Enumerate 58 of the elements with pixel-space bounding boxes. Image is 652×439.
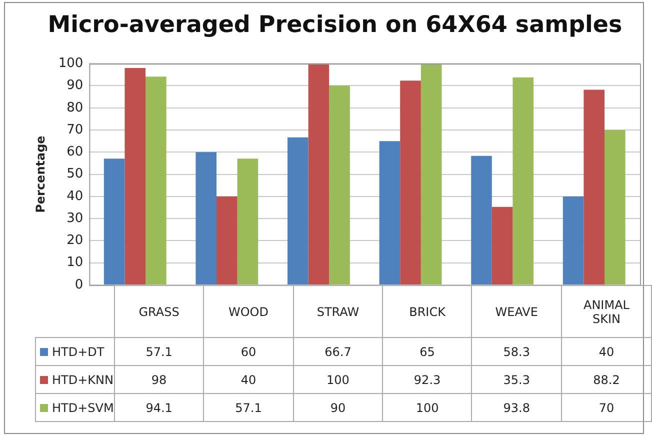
legend-label: HTD+DT [36,338,114,366]
bar [420,64,442,284]
data-label: 70 [561,394,652,422]
data-label: 92.3 [382,366,472,394]
y-tick-label: 40 [66,188,84,204]
bar [196,152,217,284]
y-axis-title: Percentage [33,136,48,213]
x-tick-label: ANIMAL SKIN [561,286,652,338]
data-label: 66.7 [293,338,383,366]
x-tick-label: WEAVE [472,286,562,338]
chart-title: Micro-averaged Precision on 64X64 samples [48,12,622,38]
legend-label: HTD+SVM [36,394,114,422]
y-tick-label: 20 [66,233,84,248]
x-tick-label: BRICK [382,286,472,338]
data-label: 58.3 [472,338,562,366]
y-tick-label: 70 [66,122,84,138]
data-label: 90 [293,394,383,422]
bar [471,156,492,284]
bar [104,158,125,284]
y-tick-label: 10 [66,255,84,270]
x-tick-label: WOOD [204,286,294,338]
bar [216,196,238,284]
data-label: 57.1 [204,394,294,422]
bar [287,137,308,284]
data-label: 65 [382,338,472,366]
bar [492,206,513,284]
data-label: 100 [382,394,472,422]
bar [400,80,421,284]
x-tick-label: STRAW [293,286,383,338]
data-label: 40 [561,338,652,366]
y-tick-label: 0 [74,277,84,292]
bar [604,130,626,284]
bar [329,86,350,284]
x-tick-label: GRASS [114,286,204,338]
legend-label: HTD+KNN [36,366,114,394]
data-label: 100 [293,366,383,394]
bar [584,90,605,284]
data-label: 88.2 [561,366,652,394]
y-tick-label: 100 [58,56,84,71]
y-tick-label: 60 [66,144,84,160]
bar [146,76,166,284]
bar [237,158,258,284]
data-label: 60 [204,338,294,366]
bar [379,141,400,284]
bar [512,77,534,284]
y-tick-label: 30 [66,210,84,226]
bar [308,64,330,284]
data-label: 98 [114,366,204,394]
y-tick-label: 50 [66,166,84,182]
y-tick-label: 80 [66,100,84,116]
data-label: 40 [204,366,294,394]
data-label: 57.1 [114,338,204,366]
data-label: 94.1 [114,394,204,422]
data-label: 35.3 [472,366,562,394]
data-label: 93.8 [472,394,562,422]
bar [124,68,146,284]
bar [562,196,584,284]
y-tick-label: 90 [66,78,84,94]
